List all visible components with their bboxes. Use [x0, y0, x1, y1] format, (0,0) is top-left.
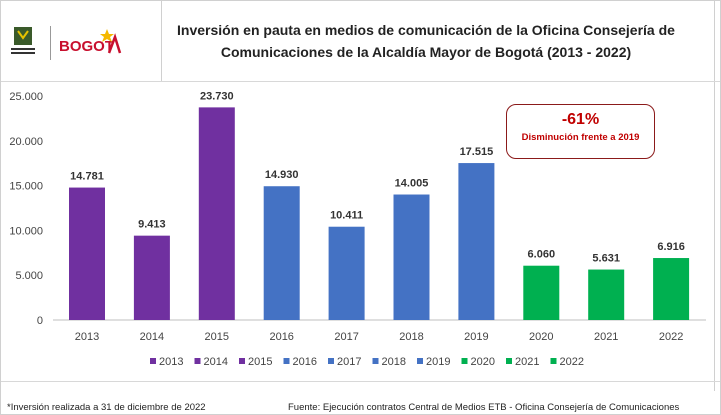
legend-swatch-2016 [283, 358, 290, 364]
x-tick-label: 2018 [399, 331, 423, 343]
callout-box: -61% Disminución frente a 2019 [506, 104, 655, 159]
bar-2020 [523, 265, 560, 320]
bar-2015 [198, 107, 235, 320]
x-tick-label: 2013 [75, 331, 99, 343]
chart-title: Inversión en pauta en medios de comunica… [176, 19, 676, 63]
bar-2019 [458, 163, 495, 320]
bogota-logo: BOGOT [11, 26, 122, 60]
legend-item: 2021 [515, 356, 539, 368]
bar-plot: 0 5.000 10.000 15.000 20.000 25.000 14.781 2013… [9, 90, 706, 368]
divider [1, 81, 720, 82]
data-label: 14.930 [265, 169, 299, 181]
legend-item: 2020 [471, 356, 495, 368]
y-tick-label: 10.000 [9, 225, 43, 237]
x-tick-label: 2019 [464, 331, 488, 343]
svg-text:BOGOT: BOGOT [59, 38, 114, 55]
legend-swatch-2018 [372, 358, 379, 364]
title-line: Comunicaciones de la Alcaldía Mayor de B… [220, 44, 632, 60]
legend-item: 2018 [382, 356, 406, 368]
legend-swatch-2021 [506, 358, 512, 364]
legend-swatch-2015 [239, 358, 245, 364]
data-label: 23.730 [200, 90, 234, 102]
data-label: 17.515 [460, 146, 494, 158]
x-tick-label: 2015 [205, 331, 229, 343]
legend-swatch-2014 [194, 358, 201, 364]
bar-2021 [588, 269, 625, 320]
data-label: 10.411 [330, 210, 363, 222]
title-line: Inversión en pauta en medios de comunica… [177, 22, 675, 38]
y-tick-label: 20.000 [9, 136, 43, 148]
data-label: 6.916 [657, 241, 685, 253]
x-tick-label: 2017 [334, 331, 358, 343]
bar-2022 [653, 258, 690, 320]
legend-swatch-2017 [328, 358, 334, 364]
x-tick-label: 2016 [269, 331, 293, 343]
legend-item: 2014 [204, 356, 228, 368]
legend-item: 2022 [560, 356, 584, 368]
x-tick-label: 2014 [140, 331, 164, 343]
data-label: 14.005 [395, 178, 429, 190]
legend-item: 2013 [159, 356, 183, 368]
y-tick-label: 0 [37, 315, 43, 327]
x-tick-label: 2022 [659, 331, 683, 343]
x-tick-label: 2021 [594, 331, 618, 343]
legend-swatch-2019 [417, 358, 423, 364]
legend-swatch-2013 [150, 358, 156, 364]
bar-2014 [133, 235, 170, 320]
divider [714, 1, 715, 391]
bar-2018 [393, 194, 430, 320]
y-tick-label: 5.000 [15, 270, 43, 282]
divider [1, 381, 720, 382]
callout-text: Disminución frente a 2019 [521, 132, 640, 143]
bar-2016 [263, 186, 300, 320]
legend-item: 2016 [293, 356, 317, 368]
legend-item: 2017 [337, 356, 361, 368]
divider [161, 1, 162, 81]
bar-2017 [328, 226, 365, 320]
y-tick-label: 15.000 [9, 181, 43, 193]
data-label: 5.631 [592, 253, 620, 265]
data-label: 9.413 [138, 219, 166, 231]
x-tick-label: 2020 [529, 331, 553, 343]
callout-value: -61% [561, 111, 600, 128]
source-note: Fuente: Ejecución contratos Central de M… [288, 402, 680, 413]
legend-item: 2015 [248, 356, 272, 368]
legend-item: 2019 [426, 356, 450, 368]
bar-2013 [69, 187, 105, 320]
legend-swatch-2020 [461, 358, 468, 364]
y-tick-label: 25.000 [9, 91, 43, 103]
footnote: *Inversión realizada a 31 de diciembre d… [7, 402, 206, 413]
legend-swatch-2022 [550, 358, 557, 364]
data-label: 6.060 [528, 249, 556, 261]
data-label: 14.781 [70, 171, 104, 183]
star-icon [100, 29, 114, 42]
